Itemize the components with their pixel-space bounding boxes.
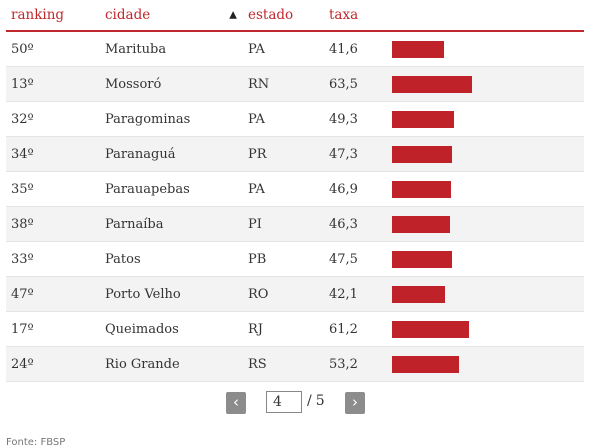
cell-taxa: 42,1: [324, 276, 386, 312]
sort-ascending-icon: ▲: [229, 9, 237, 21]
total-pages: 5: [315, 393, 325, 409]
next-page-button[interactable]: ›: [345, 392, 365, 414]
cell-bar: [386, 206, 584, 242]
rate-bar: [392, 110, 455, 128]
cell-ranking: 24º: [6, 346, 100, 382]
cell-ranking: 32º: [6, 101, 100, 137]
source-note: Fonte: FBSP: [6, 437, 66, 448]
cell-taxa: 46,9: [324, 171, 386, 207]
cell-estado: RN: [243, 66, 324, 102]
rate-bar: [392, 40, 445, 58]
table-row: 13º Mossoró RN 63,5: [6, 66, 584, 102]
rate-bar: [392, 145, 452, 163]
cell-estado: PB: [243, 241, 324, 277]
rate-bar: [392, 355, 459, 373]
table-row: 47º Porto Velho RO 42,1: [6, 276, 584, 312]
header-estado[interactable]: estado: [243, 0, 324, 32]
cell-cidade: Mossoró: [100, 66, 243, 102]
cell-bar: [386, 311, 584, 347]
cell-ranking: 47º: [6, 276, 100, 312]
ranking-table-container: ranking cidade ▲ estado taxa 50º Marituba…: [6, 0, 584, 382]
cell-estado: PA: [243, 171, 324, 207]
cell-estado: RO: [243, 276, 324, 312]
ranking-table: ranking cidade ▲ estado taxa 50º Marituba…: [6, 0, 584, 382]
header-taxa[interactable]: taxa: [324, 0, 386, 32]
table-row: 33º Patos PB 47,5: [6, 241, 584, 277]
cell-ranking: 33º: [6, 241, 100, 277]
page-number-input[interactable]: [266, 391, 302, 413]
cell-estado: RS: [243, 346, 324, 382]
table-body: 50º Marituba PA 41,6 13º Mossoró RN 63,5 32º Para…: [6, 31, 584, 382]
cell-bar: [386, 31, 584, 67]
table-row: 50º Marituba PA 41,6: [6, 31, 584, 67]
cell-cidade: Marituba: [100, 31, 243, 67]
cell-estado: RJ: [243, 311, 324, 347]
cell-cidade: Paranaguá: [100, 136, 243, 172]
cell-bar: [386, 276, 584, 312]
cell-ranking: 50º: [6, 31, 100, 67]
cell-taxa: 63,5: [324, 66, 386, 102]
rate-bar: [392, 250, 452, 268]
cell-bar: [386, 66, 584, 102]
cell-cidade: Parauapebas: [100, 171, 243, 207]
rate-bar: [392, 285, 445, 303]
table-header-row: ranking cidade ▲ estado taxa: [6, 0, 584, 32]
rate-bar: [392, 320, 470, 338]
cell-ranking: 17º: [6, 311, 100, 347]
cell-bar: [386, 346, 584, 382]
cell-taxa: 47,3: [324, 136, 386, 172]
table-row: 32º Paragominas PA 49,3: [6, 101, 584, 137]
cell-cidade: Rio Grande: [100, 346, 243, 382]
previous-page-button[interactable]: ‹: [226, 392, 246, 414]
cell-cidade: Queimados: [100, 311, 243, 347]
cell-bar: [386, 136, 584, 172]
page-total: /5: [307, 393, 325, 409]
cell-estado: PR: [243, 136, 324, 172]
cell-ranking: 38º: [6, 206, 100, 242]
table-row: 17º Queimados RJ 61,2: [6, 311, 584, 347]
table-row: 34º Paranaguá PR 47,3: [6, 136, 584, 172]
cell-taxa: 49,3: [324, 101, 386, 137]
cell-bar: [386, 101, 584, 137]
cell-estado: PA: [243, 31, 324, 67]
rate-bar: [392, 180, 452, 198]
rate-bar: [392, 215, 451, 233]
cell-cidade: Patos: [100, 241, 243, 277]
table-row: 38º Parnaíba PI 46,3: [6, 206, 584, 242]
cell-taxa: 53,2: [324, 346, 386, 382]
table-row: 35º Parauapebas PA 46,9: [6, 171, 584, 207]
cell-ranking: 35º: [6, 171, 100, 207]
cell-ranking: 34º: [6, 136, 100, 172]
cell-cidade: Paragominas: [100, 101, 243, 137]
cell-estado: PI: [243, 206, 324, 242]
table-row: 24º Rio Grande RS 53,2: [6, 346, 584, 382]
cell-taxa: 46,3: [324, 206, 386, 242]
cell-taxa: 61,2: [324, 311, 386, 347]
cell-estado: PA: [243, 101, 324, 137]
cell-taxa: 41,6: [324, 31, 386, 67]
cell-bar: [386, 241, 584, 277]
header-bar: [386, 0, 584, 32]
cell-ranking: 13º: [6, 66, 100, 102]
page-separator: /: [307, 393, 312, 409]
header-cidade[interactable]: cidade ▲: [100, 0, 243, 32]
pagination: ‹ /5 ›: [0, 391, 612, 415]
cell-bar: [386, 171, 584, 207]
cell-taxa: 47,5: [324, 241, 386, 277]
rate-bar: [392, 75, 472, 93]
cell-cidade: Porto Velho: [100, 276, 243, 312]
cell-cidade: Parnaíba: [100, 206, 243, 242]
header-ranking[interactable]: ranking: [6, 0, 100, 32]
